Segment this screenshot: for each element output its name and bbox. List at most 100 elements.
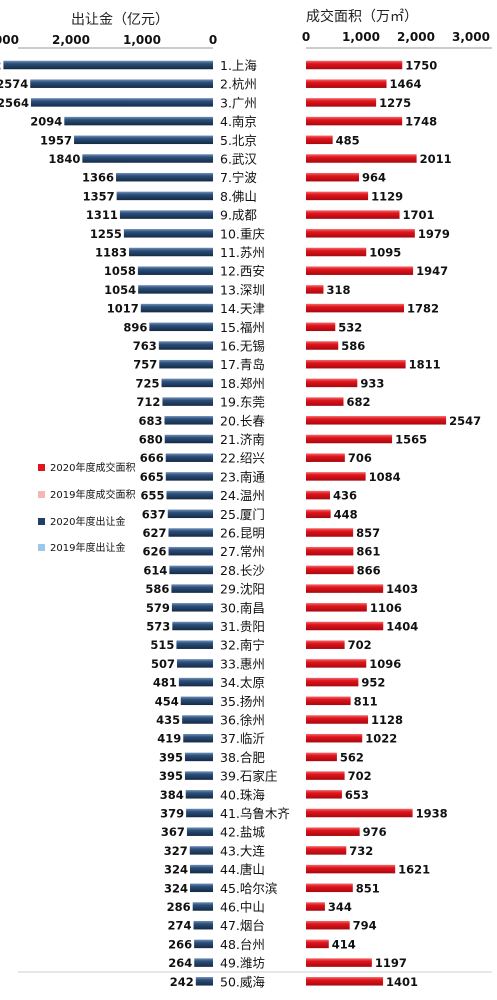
transfer-fee-bar <box>168 546 213 556</box>
table-row: 586 29.沈阳 1403 <box>145 582 418 597</box>
transaction-area-bar <box>306 846 347 855</box>
transfer-fee-value: 481 <box>153 676 177 690</box>
table-row: 481 34.太原 952 <box>153 675 386 690</box>
table-row: 712 19.东莞 682 <box>136 395 370 410</box>
transaction-area-bar <box>306 677 359 687</box>
transfer-fee-value: 1366 <box>82 171 114 185</box>
city-label: 17.青岛 <box>220 357 265 372</box>
transaction-area-bar <box>306 640 345 649</box>
transfer-fee-bar <box>171 584 213 593</box>
city-label: 25.厦门 <box>220 507 265 522</box>
transaction-area-value: 1275 <box>379 96 411 110</box>
table-row: 2574 2.杭州 1464 <box>0 77 422 92</box>
transfer-fee-value: 266 <box>168 937 192 951</box>
transaction-area-value: 1750 <box>405 59 437 73</box>
transfer-fee-value: 395 <box>159 750 183 764</box>
transfer-fee-bar <box>162 397 213 406</box>
legend-label: 2020年度出让金 <box>50 515 125 528</box>
transfer-fee-value: 627 <box>142 526 166 540</box>
transfer-fee-value: 454 <box>155 694 179 708</box>
transaction-area-value: 952 <box>361 676 385 690</box>
table-row: 1255 10.重庆 1979 <box>90 226 450 241</box>
transaction-area-bar <box>306 939 329 949</box>
transaction-area-bar <box>306 902 325 911</box>
city-label: 32.南宁 <box>220 638 265 653</box>
transfer-fee-bar <box>159 359 213 369</box>
transaction-area-value: 933 <box>360 376 384 390</box>
table-row: 274 47.烟台 794 <box>168 918 377 933</box>
city-label: 27.常州 <box>220 544 265 559</box>
transfer-fee-value: 680 <box>139 433 163 447</box>
city-label: 6.武汉 <box>220 152 257 167</box>
transfer-fee-bar <box>149 322 213 332</box>
transaction-area-value: 1565 <box>395 433 427 447</box>
transfer-fee-value: 614 <box>143 563 167 577</box>
city-label: 34.太原 <box>220 675 265 690</box>
transfer-fee-bar <box>169 565 213 575</box>
transfer-fee-bar <box>30 79 213 88</box>
table-row: 435 36.徐州 1128 <box>156 713 403 728</box>
transfer-fee-bar <box>195 977 213 986</box>
table-row: 683 20.长春 2547 <box>138 413 481 428</box>
transaction-area-bar <box>306 229 415 238</box>
city-label: 9.成都 <box>220 208 257 223</box>
city-label: 45.哈尔滨 <box>220 881 278 896</box>
table-row: 327 43.大连 732 <box>164 843 374 858</box>
transfer-fee-value: 757 <box>133 358 157 372</box>
transfer-fee-value: 1840 <box>48 152 80 166</box>
city-label: 48.台州 <box>220 937 265 952</box>
transaction-area-bar <box>306 116 403 126</box>
table-row: 395 38.合肥 562 <box>159 750 364 765</box>
transaction-area-bar <box>306 808 413 818</box>
transaction-area-bar <box>306 303 405 313</box>
city-label: 35.扬州 <box>220 694 265 709</box>
table-row: 1017 14.天津 1782 <box>107 301 439 316</box>
table-row: 1366 7.宁波 964 <box>82 170 386 185</box>
transaction-area-value: 964 <box>362 171 386 185</box>
transfer-fee-bar <box>168 528 213 537</box>
transaction-area-bar <box>306 864 396 874</box>
city-label: 29.沈阳 <box>220 582 265 597</box>
transaction-area-bar <box>306 920 350 930</box>
transaction-area-bar <box>306 434 393 444</box>
table-row: 1054 13.深圳 318 <box>104 282 350 297</box>
transfer-fee-value: 1255 <box>90 227 122 241</box>
transaction-area-bar <box>306 378 358 388</box>
transfer-fee-value: 286 <box>167 900 191 914</box>
transaction-area-bar <box>306 266 414 275</box>
left-tick-label: 0 <box>209 33 217 47</box>
table-row: 454 35.扬州 811 <box>155 694 378 709</box>
transfer-fee-bar <box>138 285 213 294</box>
transaction-area-bar <box>306 883 353 893</box>
transaction-area-bar <box>306 453 345 462</box>
city-label: 21.济南 <box>220 432 265 447</box>
table-row: 1311 9.成都 1701 <box>86 208 435 223</box>
city-label: 42.盐城 <box>220 825 265 840</box>
city-label: 16.无锡 <box>220 339 265 354</box>
transfer-fee-value: 1017 <box>107 302 139 316</box>
transfer-fee-bar <box>184 771 213 780</box>
table-row: 725 18.郑州 933 <box>136 376 385 391</box>
transfer-fee-bar <box>184 752 213 762</box>
transaction-area-value: 794 <box>353 919 377 933</box>
transfer-fee-value: 586 <box>145 582 169 596</box>
transaction-area-bar <box>306 733 363 743</box>
left-tick-label: 3,000 <box>0 33 19 47</box>
transaction-area-bar <box>306 790 342 799</box>
chart-rows: 2952 1.上海 1750 2574 2.杭州 1464 2564 3.广州 1275 2094… <box>0 58 492 989</box>
table-row: 763 16.无锡 586 <box>133 339 365 354</box>
transfer-fee-value: 384 <box>160 788 184 802</box>
right-axis-title: 成交面积（万㎡） <box>306 8 418 25</box>
city-label: 31.贵阳 <box>220 619 265 634</box>
transfer-fee-bar <box>140 303 213 313</box>
transfer-fee-bar <box>129 247 213 257</box>
city-label: 41.乌鲁木齐 <box>220 806 290 821</box>
transaction-area-value: 1404 <box>386 620 418 634</box>
transfer-fee-bar <box>172 621 213 631</box>
transaction-area-value: 851 <box>356 881 380 895</box>
table-row: 515 32.南宁 702 <box>150 638 371 653</box>
transfer-fee-value: 1357 <box>83 189 115 203</box>
transaction-area-value: 318 <box>326 283 350 297</box>
transaction-area-value: 861 <box>356 545 380 559</box>
transfer-fee-value: 274 <box>168 919 192 933</box>
